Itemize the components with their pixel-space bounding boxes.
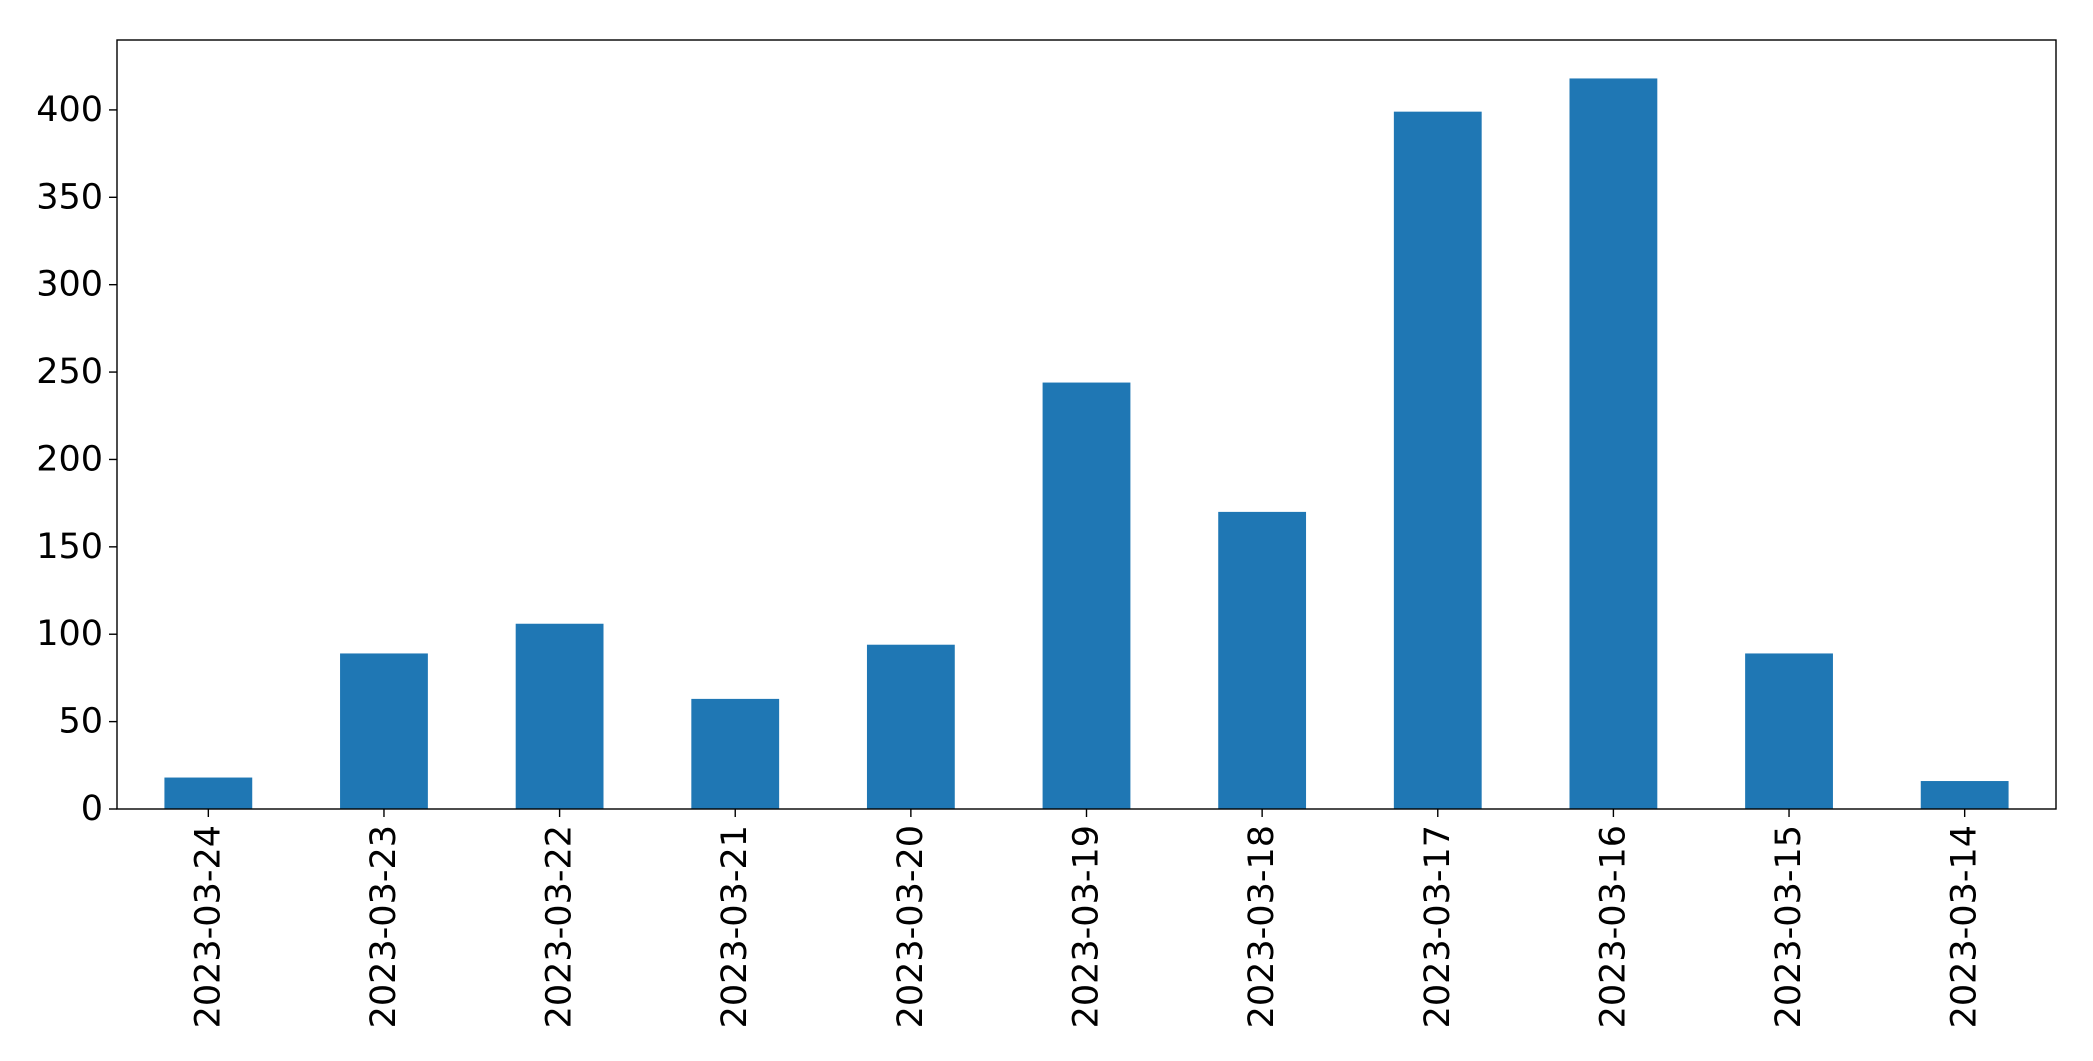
y-tick-label: 300 xyxy=(36,265,103,305)
x-tick-label: 2023-03-15 xyxy=(1769,825,1809,1028)
x-tick-label: 2023-03-24 xyxy=(188,825,228,1028)
bar-2023-03-24 xyxy=(164,777,253,809)
bar-2023-03-23 xyxy=(340,653,428,809)
bar-2023-03-14 xyxy=(1920,781,2009,809)
y-tick-label: 0 xyxy=(81,789,103,829)
x-axis-ticks: 2023-03-24 2023-03-23 2023-03-22 2023-03-21… xyxy=(188,809,1985,1028)
bar-2023-03-20 xyxy=(866,644,955,809)
x-tick-label: 2023-03-23 xyxy=(364,825,404,1028)
x-tick-label: 2023-03-21 xyxy=(715,825,755,1028)
x-tick-label: 2023-03-22 xyxy=(540,825,580,1028)
bar-2023-03-16 xyxy=(1569,78,1658,809)
plot-frame xyxy=(116,39,2057,810)
y-tick-label: 50 xyxy=(58,702,103,742)
y-tick-label: 350 xyxy=(36,177,103,217)
bar-2023-03-17 xyxy=(1393,111,1482,810)
x-tick-label: 2023-03-20 xyxy=(891,825,931,1028)
y-tick-label: 100 xyxy=(36,614,103,654)
y-tick-label: 250 xyxy=(36,352,103,392)
x-tick-label: 2023-03-18 xyxy=(1242,825,1282,1028)
bar-2023-03-19 xyxy=(1042,382,1131,809)
x-tick-label: 2023-03-16 xyxy=(1593,825,1633,1028)
y-axis-ticks: 0 50 100 150 200 250 300 350 400 xyxy=(36,90,117,829)
bar-2023-03-21 xyxy=(691,698,780,809)
x-tick-label: 2023-03-19 xyxy=(1067,825,1107,1028)
x-tick-label: 2023-03-14 xyxy=(1945,825,1985,1028)
bar-2023-03-22 xyxy=(515,623,604,809)
bar-2023-03-18 xyxy=(1218,511,1307,809)
y-tick-label: 400 xyxy=(36,90,103,130)
y-tick-label: 200 xyxy=(36,439,103,479)
x-tick-label: 2023-03-17 xyxy=(1418,825,1458,1028)
bar-2023-03-15 xyxy=(1745,653,1833,809)
bars-group xyxy=(164,78,2009,810)
y-tick-label: 150 xyxy=(36,527,103,567)
